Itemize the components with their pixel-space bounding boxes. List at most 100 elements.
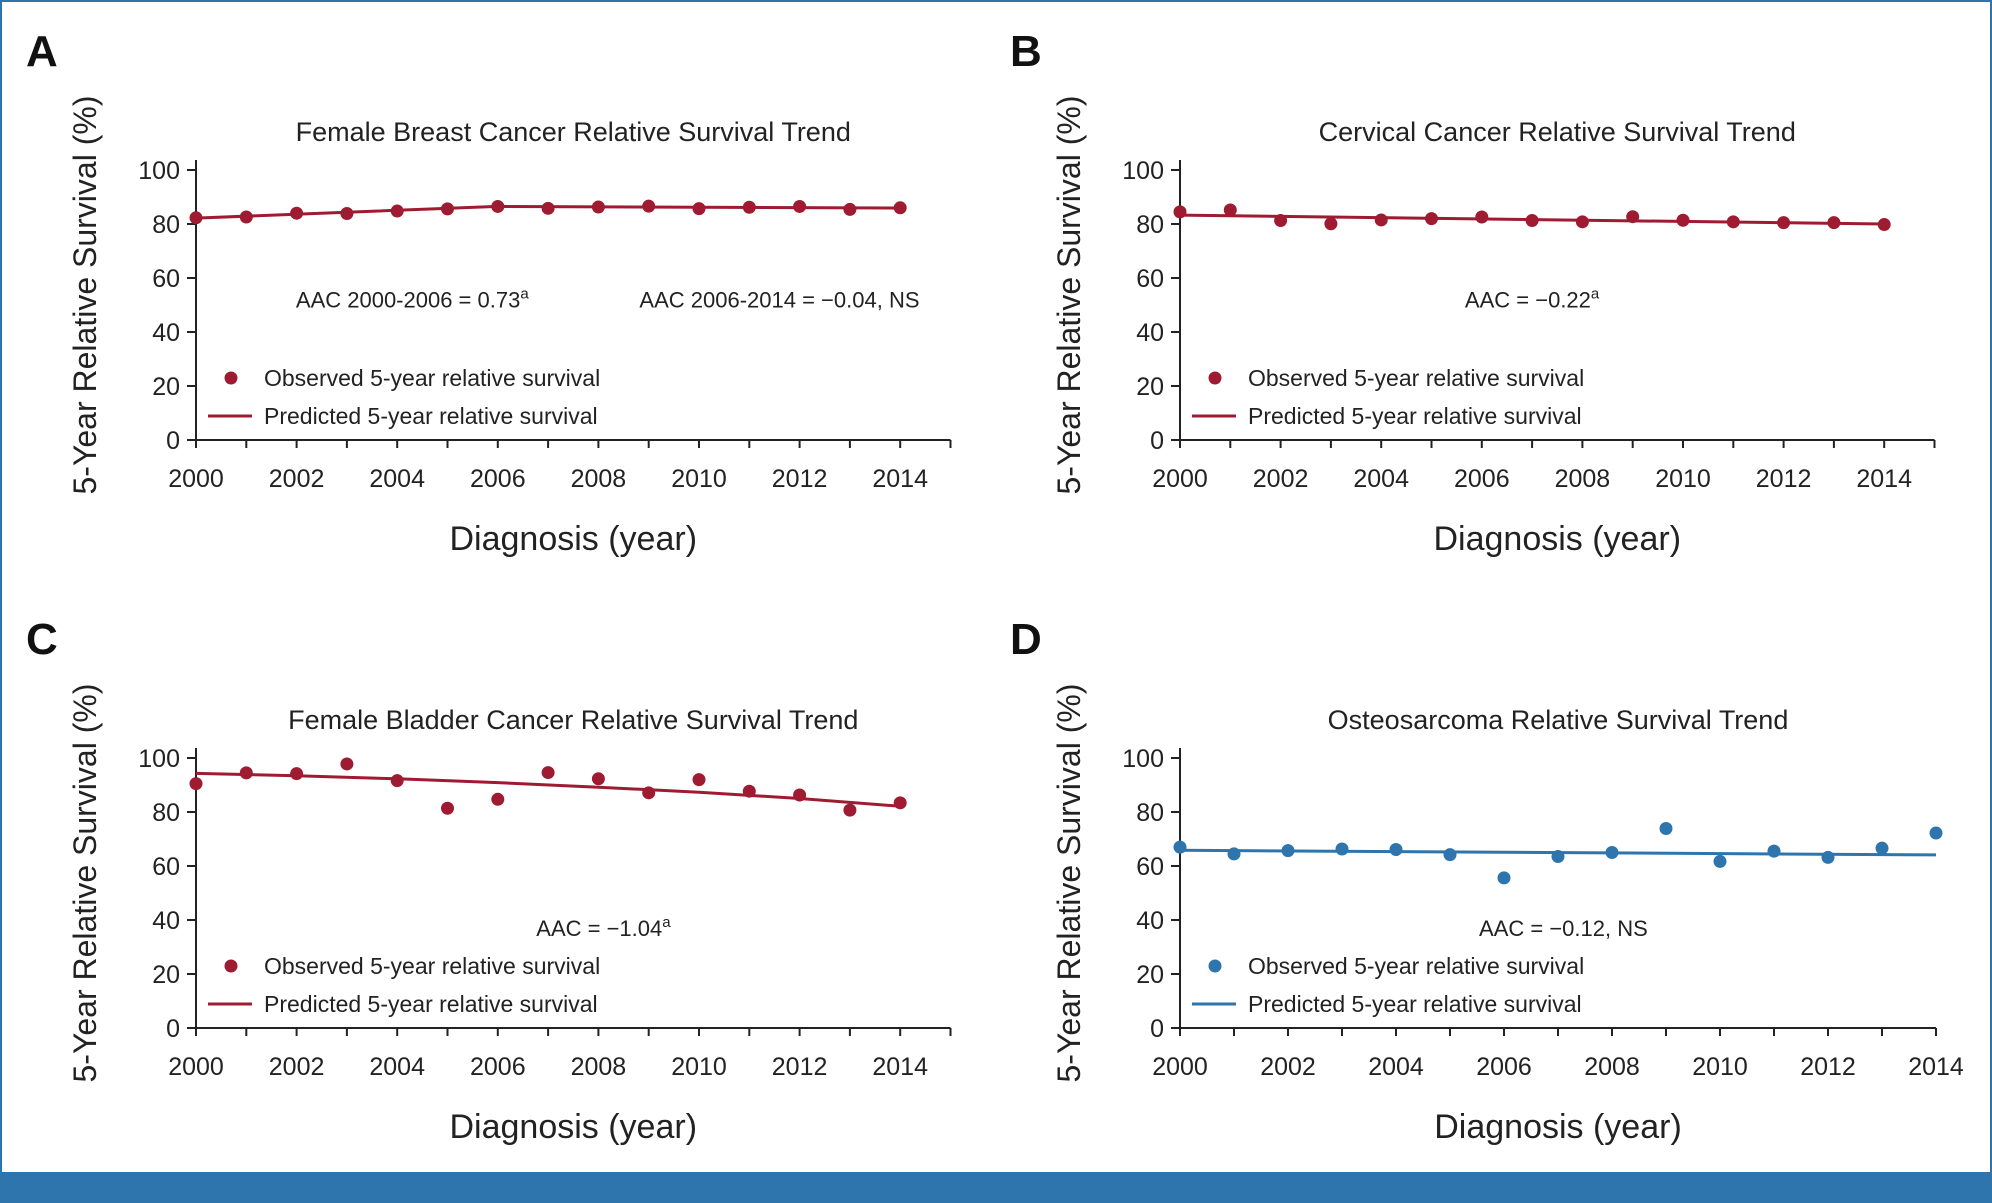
legend-observed-marker bbox=[224, 371, 238, 385]
x-tick-label: 2008 bbox=[1584, 1053, 1640, 1081]
observed-point bbox=[1626, 210, 1640, 224]
y-tick-label: 80 bbox=[1136, 799, 1164, 827]
y-tick-label: 40 bbox=[1136, 907, 1164, 935]
observed-point bbox=[1281, 844, 1295, 858]
observed-point bbox=[1875, 841, 1889, 855]
annotation-text: AAC = −0.22a bbox=[1465, 286, 1600, 313]
annotation-text: AAC = −0.12, NS bbox=[1479, 916, 1648, 941]
legend-observed-marker bbox=[1208, 371, 1222, 385]
x-tick-label: 2006 bbox=[470, 1053, 526, 1081]
legend-predicted-label: Predicted 5-year relative survival bbox=[264, 991, 598, 1017]
observed-point bbox=[843, 202, 857, 216]
y-tick-label: 20 bbox=[1136, 961, 1164, 989]
y-tick-label: 0 bbox=[166, 1015, 180, 1043]
panel-b: B Cervical Cancer Relative Survival Trend… bbox=[1010, 27, 1936, 558]
y-tick-label: 100 bbox=[138, 157, 180, 185]
y-axis-label: 5-Year Relative Survival (%) bbox=[67, 684, 103, 1083]
annotation-superscript: a bbox=[520, 286, 529, 303]
observed-point bbox=[692, 202, 706, 216]
observed-point bbox=[692, 773, 706, 787]
observed-point bbox=[541, 201, 555, 215]
x-tick-label: 2012 bbox=[1756, 465, 1812, 493]
observed-point bbox=[390, 204, 404, 218]
observed-point bbox=[843, 803, 857, 817]
observed-point bbox=[1551, 850, 1565, 864]
footer-bar bbox=[0, 1172, 1992, 1203]
y-tick-label: 0 bbox=[166, 427, 180, 455]
chart-title: Cervical Cancer Relative Survival Trend bbox=[1319, 117, 1796, 147]
observed-point bbox=[793, 199, 807, 213]
x-tick-label: 2006 bbox=[470, 465, 526, 493]
panel-letter: A bbox=[26, 27, 58, 76]
observed-point bbox=[1223, 203, 1237, 217]
panel-letter: B bbox=[1010, 27, 1042, 76]
observed-point bbox=[1497, 871, 1511, 885]
y-tick-label: 100 bbox=[138, 745, 180, 773]
observed-point bbox=[541, 766, 555, 780]
legend-observed-label: Observed 5-year relative survival bbox=[264, 953, 600, 979]
legend-predicted-label: Predicted 5-year relative survival bbox=[1248, 991, 1582, 1017]
figure-svg: A Female Breast Cancer Relative Survival … bbox=[26, 27, 1964, 1146]
observed-point bbox=[1676, 213, 1690, 227]
observed-point bbox=[893, 201, 907, 215]
x-tick-label: 2010 bbox=[1655, 465, 1711, 493]
panel-a: A Female Breast Cancer Relative Survival … bbox=[26, 27, 952, 558]
observed-point bbox=[1713, 854, 1727, 868]
y-tick-label: 80 bbox=[152, 799, 180, 827]
y-tick-label: 60 bbox=[1136, 265, 1164, 293]
legend-observed-label: Observed 5-year relative survival bbox=[264, 365, 600, 391]
x-tick-label: 2004 bbox=[369, 465, 425, 493]
x-axis-label: Diagnosis (year) bbox=[449, 520, 697, 558]
x-tick-label: 2008 bbox=[571, 465, 627, 493]
x-tick-label: 2012 bbox=[772, 465, 828, 493]
observed-point bbox=[1475, 210, 1489, 224]
observed-point bbox=[340, 206, 354, 220]
y-tick-label: 60 bbox=[152, 853, 180, 881]
observed-point bbox=[390, 774, 404, 788]
observed-point bbox=[1324, 217, 1338, 231]
observed-point bbox=[742, 200, 756, 214]
observed-point bbox=[642, 786, 656, 800]
chart-title: Osteosarcoma Relative Survival Trend bbox=[1328, 705, 1789, 735]
observed-point bbox=[441, 801, 454, 815]
y-tick-label: 0 bbox=[1150, 1015, 1164, 1043]
y-tick-label: 80 bbox=[152, 211, 180, 239]
x-tick-label: 2002 bbox=[1260, 1053, 1316, 1081]
observed-point bbox=[441, 202, 454, 216]
y-axis-label: 5-Year Relative Survival (%) bbox=[1051, 684, 1087, 1083]
y-tick-label: 40 bbox=[152, 319, 180, 347]
observed-point bbox=[1173, 205, 1187, 219]
observed-point bbox=[1335, 842, 1349, 856]
x-tick-label: 2002 bbox=[1253, 465, 1309, 493]
observed-point bbox=[1443, 848, 1457, 862]
annotation-text: AAC 2006-2014 = −0.04, NS bbox=[639, 288, 919, 313]
y-tick-label: 100 bbox=[1122, 745, 1164, 773]
legend-observed-label: Observed 5-year relative survival bbox=[1248, 365, 1584, 391]
observed-point bbox=[491, 792, 505, 806]
observed-point bbox=[742, 784, 756, 798]
annotation-main: AAC = −1.04 bbox=[536, 916, 662, 941]
observed-point bbox=[1425, 212, 1438, 226]
observed-point bbox=[239, 766, 253, 780]
annotation-main: AAC = −0.12, NS bbox=[1479, 916, 1648, 941]
x-tick-label: 2000 bbox=[1152, 465, 1208, 493]
x-tick-label: 2014 bbox=[1856, 465, 1912, 493]
x-tick-label: 2012 bbox=[772, 1053, 828, 1081]
observed-point bbox=[1659, 821, 1673, 835]
y-tick-label: 60 bbox=[1136, 853, 1164, 881]
chart-title: Female Bladder Cancer Relative Survival … bbox=[288, 705, 858, 735]
y-tick-label: 20 bbox=[152, 373, 180, 401]
observed-point bbox=[189, 211, 203, 225]
panel-c: C Female Bladder Cancer Relative Survival… bbox=[26, 615, 952, 1146]
observed-point bbox=[239, 210, 253, 224]
legend-observed-marker bbox=[224, 959, 238, 973]
observed-point bbox=[893, 796, 907, 810]
y-axis-label: 5-Year Relative Survival (%) bbox=[67, 96, 103, 495]
x-tick-label: 2000 bbox=[168, 1053, 224, 1081]
x-tick-label: 2000 bbox=[168, 465, 224, 493]
x-tick-label: 2004 bbox=[1368, 1053, 1424, 1081]
annotation-main: AAC = −0.22 bbox=[1465, 288, 1591, 313]
legend-predicted-label: Predicted 5-year relative survival bbox=[1248, 403, 1582, 429]
x-tick-label: 2008 bbox=[1555, 465, 1611, 493]
y-tick-label: 20 bbox=[152, 961, 180, 989]
